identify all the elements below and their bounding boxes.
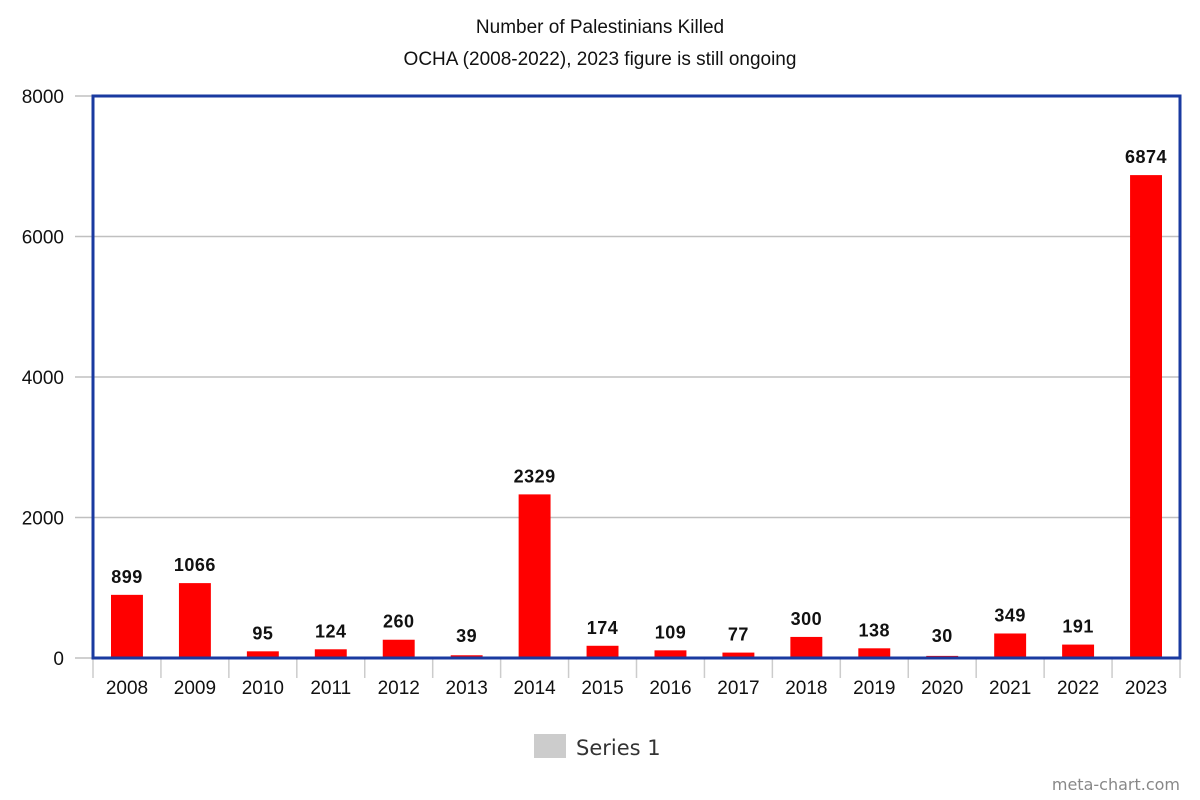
bar-2018 <box>790 636 823 658</box>
bar-2017 <box>722 652 755 658</box>
x-tick-label: 2016 <box>649 678 691 699</box>
bar-2021 <box>994 633 1027 658</box>
data-label: 191 <box>1062 617 1094 637</box>
chart-title: Number of Palestinians Killed <box>476 17 724 38</box>
x-tick-label: 2009 <box>174 678 216 699</box>
x-tick-label: 2018 <box>785 678 827 699</box>
bars <box>111 175 1162 658</box>
x-tick-label: 2011 <box>310 678 351 699</box>
y-tick-label: 2000 <box>22 509 64 530</box>
legend-swatch <box>534 734 566 758</box>
x-tick-label: 2017 <box>717 678 759 699</box>
y-tick-label: 6000 <box>22 228 64 249</box>
data-label: 1066 <box>174 555 216 575</box>
data-label: 300 <box>791 609 823 629</box>
data-label: 6874 <box>1125 147 1167 167</box>
data-label: 349 <box>994 605 1026 625</box>
bar-2022 <box>1062 644 1095 658</box>
bar-2011 <box>314 649 347 658</box>
y-tick-label: 8000 <box>22 87 64 108</box>
data-label: 39 <box>456 626 477 646</box>
x-tick-label: 2015 <box>581 678 623 699</box>
data-label: 138 <box>859 620 891 640</box>
plot-frame <box>91 94 1182 660</box>
x-tick-label: 2021 <box>989 678 1031 699</box>
x-tick-label: 2022 <box>1057 678 1099 699</box>
data-label: 174 <box>587 618 619 638</box>
data-labels: 899 1066 95 124 260 39 2329 174 109 77 300 138 30 349… <box>111 147 1167 646</box>
data-label: 109 <box>655 622 687 642</box>
bar-2023 <box>1130 175 1162 658</box>
y-axis: 0 2000 4000 6000 8000 <box>22 87 64 670</box>
data-label: 124 <box>315 621 347 641</box>
x-tick-label: 2019 <box>853 678 895 699</box>
data-label: 2329 <box>514 466 556 486</box>
x-tick-label: 2013 <box>446 678 488 699</box>
x-tick-label: 2008 <box>106 678 148 699</box>
x-tick-label: 2023 <box>1125 678 1167 699</box>
data-label: 95 <box>252 623 273 643</box>
gridlines <box>75 95 1180 659</box>
data-label: 899 <box>111 567 143 587</box>
data-label: 30 <box>932 626 953 646</box>
bar-2012 <box>382 639 415 658</box>
legend-label: Series 1 <box>576 736 661 760</box>
legend[interactable]: Series 1 <box>534 734 661 760</box>
x-tick-label: 2014 <box>513 678 556 699</box>
y-tick-label: 4000 <box>22 368 64 389</box>
chart-subtitle: OCHA (2008-2022), 2023 figure is still o… <box>404 49 797 70</box>
x-tick-label: 2010 <box>242 678 284 699</box>
data-label: 77 <box>728 625 749 645</box>
bar-2019 <box>858 648 891 658</box>
bar-2014 <box>518 494 551 658</box>
bar-2010 <box>246 651 279 658</box>
x-tick-label: 2012 <box>378 678 420 699</box>
bar-2009 <box>178 583 211 658</box>
x-axis: 2008 2009 2010 2011 2012 2013 2014 2015 2016 2017… <box>92 658 1181 699</box>
y-tick-label: 0 <box>53 649 64 670</box>
data-label: 260 <box>383 612 415 632</box>
credit-text: meta-chart.com <box>1052 775 1180 794</box>
bar-2008 <box>111 594 143 658</box>
bar-2015 <box>586 645 619 658</box>
x-tick-label: 2020 <box>921 678 963 699</box>
bar-2016 <box>654 650 687 658</box>
